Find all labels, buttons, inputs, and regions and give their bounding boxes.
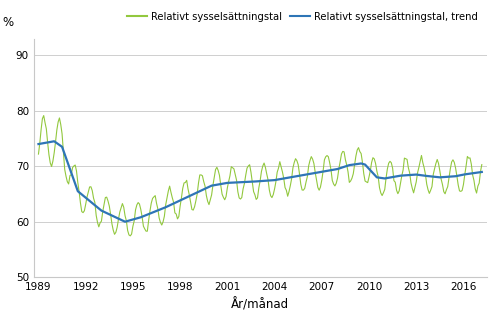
Relativt sysselsättningstal, trend	[122, 220, 128, 224]
Line: Relativt sysselsättningstal: Relativt sysselsättningstal	[39, 115, 482, 236]
Relativt sysselsättningstal	[41, 114, 46, 117]
Relativt sysselsättningstal	[36, 152, 41, 156]
Relativt sysselsättningstal, trend	[468, 171, 474, 175]
Legend: Relativt sysselsättningstal, Relativt sysselsättningstal, trend: Relativt sysselsättningstal, Relativt sy…	[123, 8, 482, 26]
Relativt sysselsättningstal	[134, 203, 140, 207]
Relativt sysselsättningstal, trend	[51, 139, 57, 143]
Relativt sysselsättningstal	[60, 150, 66, 154]
Relativt sysselsättningstal, trend	[134, 217, 140, 220]
Relativt sysselsättningstal	[468, 162, 474, 166]
Relativt sysselsättningstal, trend	[124, 219, 129, 223]
Relativt sysselsättningstal, trend	[60, 149, 66, 152]
Text: %: %	[2, 16, 13, 29]
Relativt sysselsättningstal	[479, 163, 485, 167]
Relativt sysselsättningstal	[122, 214, 128, 218]
Relativt sysselsättningstal, trend	[36, 142, 41, 146]
X-axis label: År/månad: År/månad	[231, 298, 289, 311]
Relativt sysselsättningstal	[127, 234, 133, 238]
Relativt sysselsättningstal	[375, 175, 381, 179]
Relativt sysselsättningstal, trend	[341, 165, 347, 169]
Relativt sysselsättningstal, trend	[479, 170, 485, 174]
Line: Relativt sysselsättningstal, trend: Relativt sysselsättningstal, trend	[39, 141, 482, 222]
Relativt sysselsättningstal, trend	[375, 176, 381, 179]
Relativt sysselsättningstal	[341, 150, 347, 154]
